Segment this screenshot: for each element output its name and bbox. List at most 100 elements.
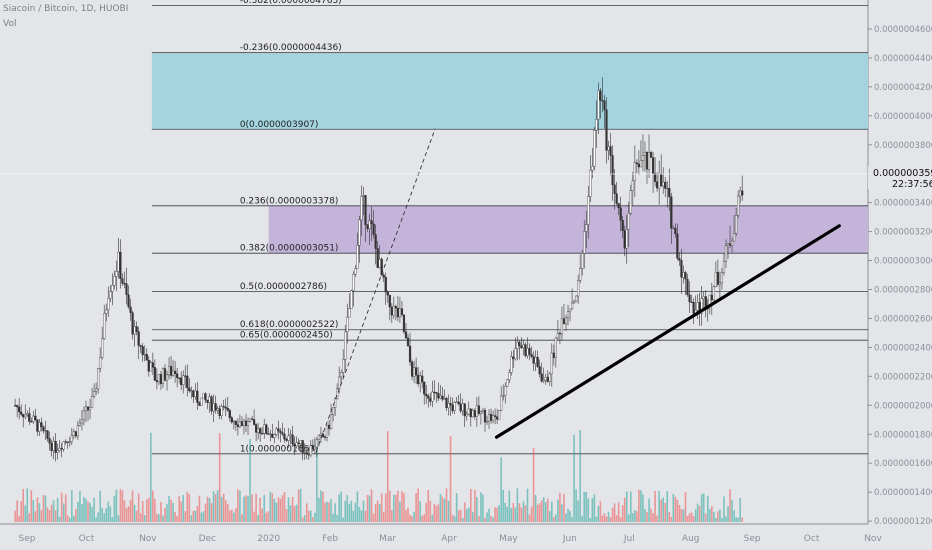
volume-bar <box>376 500 379 522</box>
volume-bar <box>619 517 622 522</box>
volume-bar <box>486 512 488 522</box>
candle-body <box>303 452 306 454</box>
volume-bar <box>403 493 405 522</box>
volume-bar <box>644 509 646 522</box>
candle-body <box>261 433 264 435</box>
candle-body <box>44 430 47 432</box>
volume-bar <box>200 512 203 522</box>
candle-body <box>645 152 649 170</box>
volume-bar <box>621 505 624 522</box>
candle-body <box>198 402 201 406</box>
y-tick-label: 0.0000002800 <box>874 286 932 296</box>
volume-bar <box>150 432 152 522</box>
x-tick-label: Nov <box>864 534 882 544</box>
volume-bar <box>79 491 81 522</box>
volume-bar <box>711 506 713 522</box>
candle-body <box>540 373 543 382</box>
volume-bar <box>706 495 709 522</box>
volume-bar <box>727 506 729 522</box>
volume-bar <box>662 497 665 522</box>
candle-body <box>467 408 470 415</box>
volume-bar <box>220 496 223 522</box>
volume-bar <box>68 517 71 522</box>
volume-bar <box>678 504 681 522</box>
candle-body <box>18 406 21 413</box>
volume-bar <box>245 495 247 522</box>
candle-body <box>192 390 195 398</box>
x-tick-label: Sep <box>19 534 36 544</box>
volume-bar <box>654 491 656 522</box>
candle-body <box>732 233 736 242</box>
volume-bar <box>581 515 583 522</box>
candle-body <box>208 396 211 403</box>
candle-body <box>666 187 669 190</box>
candle-body <box>252 419 256 425</box>
candle-body <box>376 248 379 268</box>
candle-body <box>629 190 632 214</box>
candle-body <box>447 403 450 409</box>
volume-bar <box>273 498 276 522</box>
candle-body <box>390 306 393 316</box>
volume-bar <box>247 496 249 522</box>
volume-bar <box>397 490 399 522</box>
volume-bar <box>330 499 332 522</box>
volume-bar <box>346 494 349 522</box>
volume-bar <box>465 509 468 522</box>
candle-body <box>190 390 193 392</box>
volume-bar <box>105 508 108 522</box>
candle-body <box>123 283 126 285</box>
volume-bar <box>713 511 715 522</box>
volume-bar <box>107 501 110 522</box>
candle-body <box>536 357 539 367</box>
y-tick-label: 0.0000002600 <box>874 314 932 324</box>
candle-body <box>323 436 327 438</box>
candle-body <box>348 308 351 318</box>
candle-body <box>700 298 703 314</box>
candle-body <box>668 187 671 198</box>
volume-bar <box>492 517 494 522</box>
y-tick-label: 0.0000003400 <box>874 199 932 209</box>
x-tick-label: Mar <box>379 534 396 544</box>
candle-body <box>412 367 416 377</box>
candle-body <box>66 441 69 443</box>
candle-body <box>107 298 110 311</box>
volume-bar <box>271 493 274 522</box>
candle-body <box>429 398 432 402</box>
candle-body <box>455 401 458 403</box>
candle-body <box>419 375 422 384</box>
volume-bar <box>518 503 521 522</box>
volume-bar <box>354 502 357 522</box>
volume-bar <box>461 517 464 522</box>
candle-body <box>210 396 213 412</box>
candle-body <box>609 146 612 156</box>
candle-body <box>633 162 636 182</box>
volume-bar <box>324 502 326 522</box>
volume-bar <box>206 496 209 522</box>
volume-bar <box>472 511 474 522</box>
volume-bar <box>467 507 470 522</box>
volume-bar <box>459 509 462 522</box>
volume-bar <box>692 516 695 522</box>
candle-body <box>378 258 381 268</box>
candle-body <box>149 362 152 372</box>
candle-body <box>692 302 695 314</box>
candle-body <box>587 196 590 225</box>
candle-body <box>103 313 106 339</box>
volume-bar <box>559 492 561 522</box>
volume-bar <box>192 510 195 522</box>
candle-body <box>532 356 535 364</box>
candle-body <box>712 286 715 301</box>
volume-bar <box>636 511 638 522</box>
volume-bar <box>101 507 103 522</box>
volume-bar <box>350 500 353 522</box>
candle-body <box>473 410 476 417</box>
candle-body <box>271 433 274 438</box>
volume-bar <box>506 506 509 522</box>
volume-bar <box>156 513 158 522</box>
volume-bar <box>255 493 257 522</box>
candle-body <box>287 435 290 441</box>
volume-bar <box>18 515 20 522</box>
candle-body <box>340 372 343 378</box>
